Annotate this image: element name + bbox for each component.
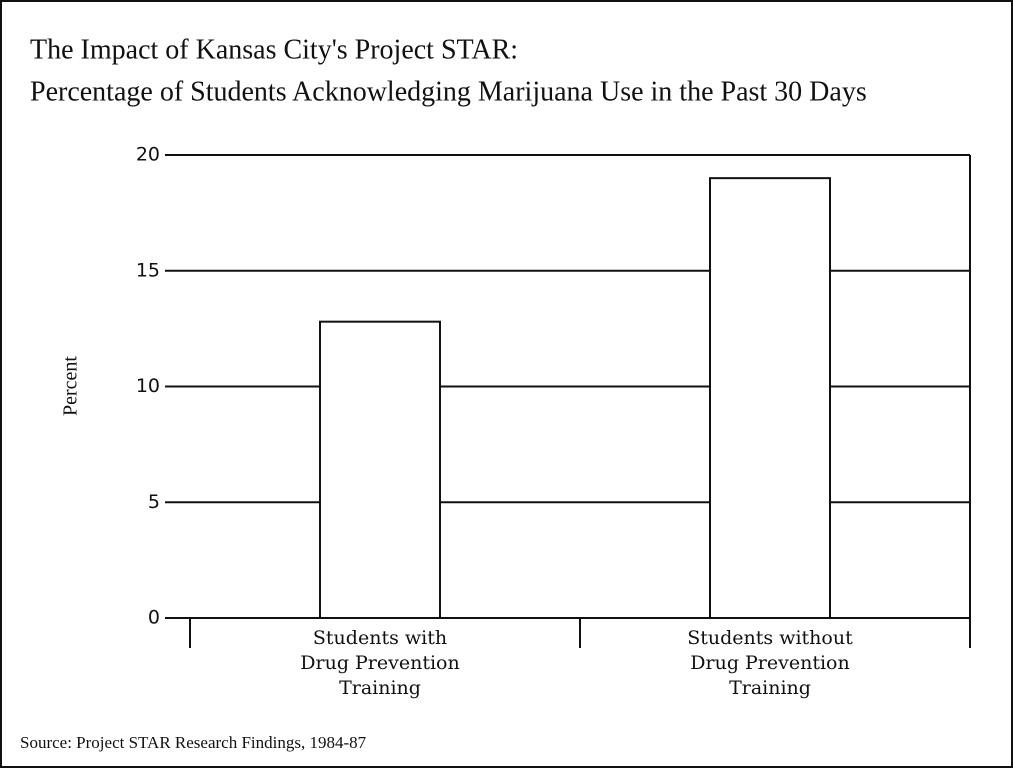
x-tick-label: Students without Drug Prevention Trainin…: [687, 627, 853, 699]
chart-title: The Impact of Kansas City's Project STAR…: [30, 34, 518, 65]
y-tick-label: 20: [136, 144, 160, 166]
y-tick-label: 15: [136, 259, 160, 281]
y-tick-label: 5: [148, 491, 160, 513]
y-tick-label: 0: [148, 607, 160, 629]
chart-subtitle: Percentage of Students Acknowledging Mar…: [30, 76, 867, 107]
y-tick-label: 10: [136, 375, 160, 397]
source: Source: Project STAR Research Findings, …: [20, 733, 367, 752]
bar: [709, 177, 831, 619]
x-tick-label: Students with Drug Prevention Training: [300, 627, 460, 699]
y-axis-label: Percent: [60, 356, 82, 416]
bar: [319, 320, 441, 619]
